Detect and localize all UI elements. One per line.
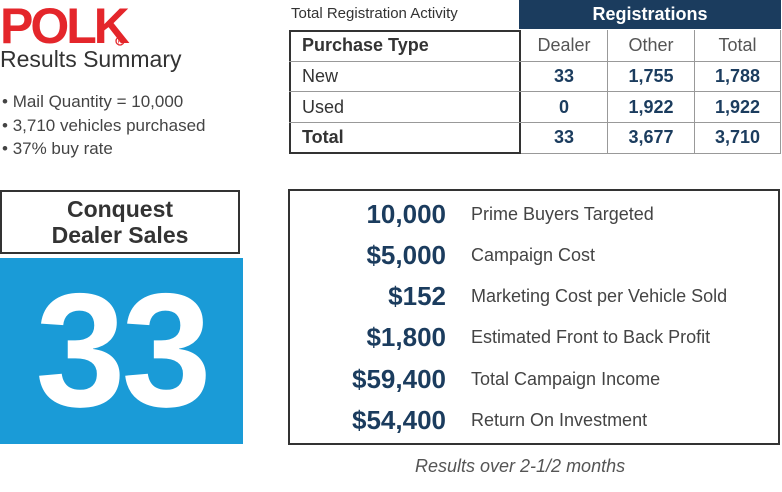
metric-row: $1,800 Estimated Front to Back Profit <box>290 317 778 357</box>
results-summary-title: Results Summary <box>0 46 182 72</box>
bullet-item: • Mail Quantity = 10,000 <box>2 92 184 111</box>
metric-label: Total Campaign Income <box>471 369 661 389</box>
cell-used-total: 1,922 <box>714 96 761 117</box>
metric-value: $54,400 <box>352 405 446 435</box>
cell-used-other: 1,922 <box>628 96 674 117</box>
col-header-purchase-type: Purchase Type <box>302 35 429 55</box>
bullet-item: • 37% buy rate <box>2 139 113 158</box>
metric-label: Campaign Cost <box>471 245 596 265</box>
summary-bullets: • Mail Quantity = 10,000 • 3,710 vehicle… <box>2 90 205 161</box>
metric-row: $54,400 Return On Investment <box>290 400 778 440</box>
metric-value: $152 <box>388 281 446 311</box>
conquest-title-box: Conquest Dealer Sales <box>0 190 240 254</box>
bullet-item: • 3,710 vehicles purchased <box>2 115 206 135</box>
metric-row: 10,000 Prime Buyers Targeted <box>290 194 778 234</box>
metric-row: $59,400 Total Campaign Income <box>290 359 778 399</box>
cell-total-dealer: 33 <box>553 127 575 147</box>
results-period-note: Results over 2-1/2 months <box>415 456 626 476</box>
conquest-title-line2: Dealer Sales <box>51 222 189 248</box>
cell-used-dealer: 0 <box>558 96 569 117</box>
conquest-sales-value: 33 <box>35 260 211 441</box>
metric-value: $59,400 <box>352 364 446 394</box>
metric-label: Estimated Front to Back Profit <box>471 327 711 347</box>
metric-label: Marketing Cost per Vehicle Sold <box>471 286 728 306</box>
metric-label: Return On Investment <box>471 410 648 430</box>
cell-total-other: 3,677 <box>628 127 674 147</box>
conquest-title-line1: Conquest <box>66 196 174 222</box>
col-header-dealer: Dealer <box>537 35 591 55</box>
cell-new-total: 1,788 <box>714 66 761 86</box>
col-header-other: Other <box>628 35 674 55</box>
cell-new-other: 1,755 <box>628 66 674 86</box>
cell-total-total: 3,710 <box>714 127 761 147</box>
metric-row: $152 Marketing Cost per Vehicle Sold <box>290 276 778 316</box>
svg-text:POLK: POLK <box>0 0 130 50</box>
col-header-total: Total <box>718 35 757 55</box>
row-label-new: New <box>302 66 339 86</box>
conquest-sales-value-panel: 33 <box>0 258 243 444</box>
metric-label: Prime Buyers Targeted <box>471 204 654 224</box>
metric-value: 10,000 <box>366 199 446 229</box>
registration-caption: Total Registration Activity <box>291 5 458 22</box>
polk-logo: POLK R <box>0 0 133 54</box>
metric-value: $1,800 <box>366 322 446 352</box>
row-label-used: Used <box>302 96 345 117</box>
registrations-header: Registrations <box>519 0 781 29</box>
cell-new-dealer: 33 <box>553 66 575 86</box>
metric-value: $5,000 <box>366 240 446 270</box>
registration-table: Purchase Type Dealer Other Total New 33 … <box>289 30 781 154</box>
metric-row: $5,000 Campaign Cost <box>290 235 778 275</box>
svg-text:R: R <box>118 40 123 46</box>
row-label-total: Total <box>302 127 344 147</box>
campaign-metrics-box: 10,000 Prime Buyers Targeted $5,000 Camp… <box>288 189 780 445</box>
